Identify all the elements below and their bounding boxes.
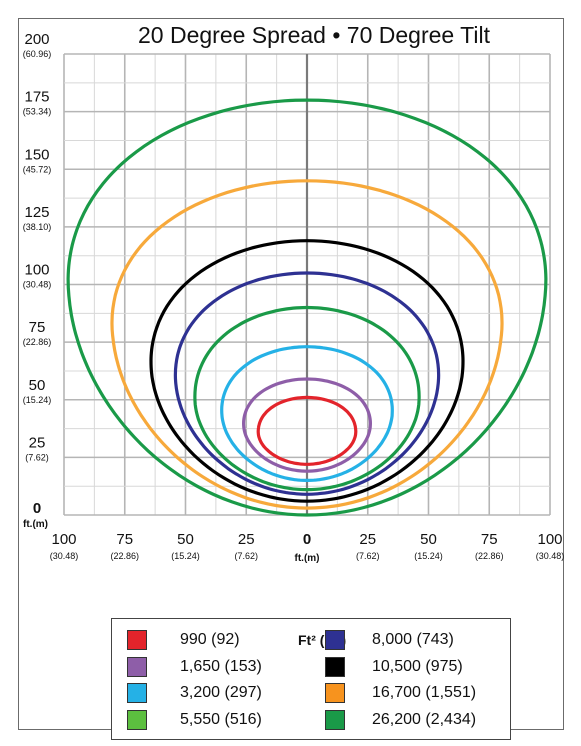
y-tick-sublabel: (60.96) — [23, 49, 52, 59]
x-tick-label: 75 — [116, 531, 133, 548]
y-tick-label: 25 — [29, 434, 46, 451]
y-tick-label: 200 — [24, 31, 49, 48]
legend-label: 1,650 (153) — [180, 657, 262, 675]
y-tick-label: 0 — [33, 500, 41, 517]
x-tick-sublabel: (7.62) — [234, 551, 258, 561]
isolux-curve-5 — [173, 271, 441, 496]
isolux-curves — [66, 98, 548, 517]
isolux-curve-6 — [149, 239, 465, 503]
grid — [63, 53, 551, 516]
legend-swatch — [127, 656, 147, 677]
x-tick-sublabel: (15.24) — [414, 551, 443, 561]
photometric-chart: 20 Degree Spread • 70 Degree Tilt 025(7.… — [23, 22, 565, 564]
legend-item: 990 (92) — [127, 630, 240, 650]
legend-label: 10,500 (975) — [372, 657, 463, 675]
y-tick-label: 50 — [29, 377, 46, 394]
y-tick-label: 100 — [24, 262, 49, 279]
y-tick-sublabel: (53.34) — [23, 107, 52, 117]
y-axis: 0 25(7.62) 50(15.24) 75(22.86) 100(30.48) 125… — [23, 31, 52, 530]
y-tick-sublabel: (7.62) — [25, 452, 49, 462]
legend-swatch — [325, 656, 345, 677]
x-tick-sublabel: (30.48) — [536, 551, 565, 561]
legend-item: 1,650 (153) — [127, 656, 262, 677]
x-tick-sublabel: (7.62) — [356, 551, 380, 561]
x-tick-label: 50 — [177, 531, 194, 548]
legend-item: 26,200 (2,434) — [325, 709, 477, 730]
legend-label: 16,700 (1,551) — [372, 684, 477, 701]
x-tick-sublabel: (30.48) — [50, 551, 79, 561]
y-tick-label: 175 — [24, 89, 49, 106]
x-tick-sublabel: (22.86) — [110, 551, 139, 561]
x-tick-label: 25 — [359, 531, 376, 548]
x-tick-sublabel: (15.24) — [171, 551, 200, 561]
chart-frame: 20 Degree Spread • 70 Degree Tilt 0 25 (7.… — [18, 18, 565, 740]
legend-item: 5,550 (516) — [127, 709, 262, 730]
y-tick-sublabel: (30.48) — [23, 280, 52, 290]
x-tick-label: 75 — [481, 531, 498, 548]
isolux-curve-8 — [66, 98, 548, 517]
legend-swatch — [325, 709, 345, 730]
legend-swatch — [127, 630, 147, 650]
y-tick-label: 125 — [24, 204, 49, 221]
y-unit-label: ft.(m) — [23, 519, 48, 530]
y-tick-sublabel: (45.72) — [23, 164, 52, 174]
x-tick-label: 25 — [238, 531, 255, 548]
isolux-curve-1 — [256, 395, 358, 466]
legend-item: 16,700 (1,551) — [325, 683, 476, 703]
legend-swatch — [127, 683, 147, 703]
legend-swatch — [325, 630, 345, 650]
legend-swatch — [127, 709, 147, 730]
y-tick-label: 150 — [24, 146, 49, 163]
legend-label: 5,550 (516) — [180, 710, 262, 728]
legend-label: 990 (92) — [180, 631, 240, 648]
isolux-curve-2 — [241, 377, 373, 473]
y-tick-sublabel: (38.10) — [23, 222, 52, 232]
y-tick-label: 75 — [29, 319, 46, 336]
legend-item: 3,200 (297) — [127, 683, 262, 703]
chart-title: 20 Degree Spread • 70 Degree Tilt — [138, 22, 491, 48]
x-tick-sublabel: (22.86) — [475, 551, 504, 561]
x-tick-label: 50 — [420, 531, 437, 548]
x-tick-label: 100 — [51, 531, 76, 548]
x-unit-label: ft.(m) — [295, 553, 320, 564]
isolux-curve-7 — [110, 179, 504, 510]
legend: Ft² (m²) 990 (92) 1,650 (153) 3,200 (297) 5… — [111, 618, 511, 740]
legend-item: 10,500 (975) — [325, 656, 463, 677]
x-axis: 100 (30.48) 75 (22.86) 50 (15.24) 25 (7.62) 0 25 (… — [50, 531, 565, 564]
x-tick-label: 0 — [303, 531, 311, 548]
legend-label: 8,000 (743) — [372, 631, 454, 648]
isolux-curve-3 — [220, 345, 394, 483]
legend-swatch — [325, 683, 345, 703]
legend-label: 26,200 (2,434) — [372, 710, 477, 728]
x-tick-label: 100 — [537, 531, 562, 548]
legend-item: 8,000 (743) — [325, 630, 454, 650]
legend-label: 3,200 (297) — [180, 684, 262, 701]
y-tick-sublabel: (22.86) — [23, 337, 52, 347]
isolux-curve-4 — [193, 305, 421, 492]
y-tick-sublabel: (15.24) — [23, 395, 52, 405]
